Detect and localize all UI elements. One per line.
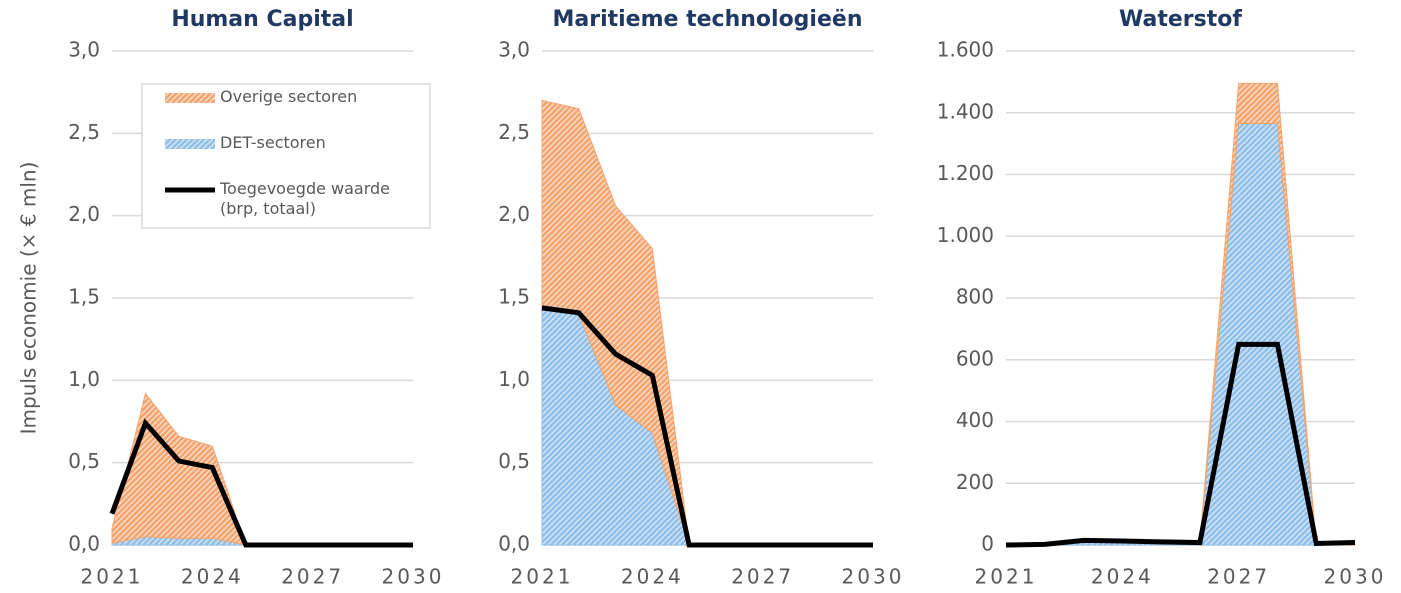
x-tick-label: 2021 xyxy=(81,565,144,589)
y-tick-label: 400 xyxy=(956,408,994,432)
x-tick-label: 2024 xyxy=(1091,565,1154,589)
line xyxy=(541,305,873,548)
legend-label: Overige sectoren xyxy=(220,87,358,106)
legend-label: DET-sectoren xyxy=(220,133,326,152)
y-tick-label: 1,5 xyxy=(498,285,530,309)
legend-item: Toegevoegde waarde (brp, totaal) xyxy=(220,179,391,218)
legend-label: Toegevoegde waarde (brp, totaal) xyxy=(220,179,391,218)
x-tick-label: 2027 xyxy=(1207,565,1270,589)
y-tick-label: 2,5 xyxy=(68,120,100,144)
x-tick-label: 2030 xyxy=(382,565,445,589)
line xyxy=(1005,341,1356,548)
x-tick-label: 2030 xyxy=(1324,565,1387,589)
chart-title: Human Capital xyxy=(171,7,353,32)
legend-item: DET-sectoren xyxy=(220,133,326,152)
y-tick-label: 0,0 xyxy=(68,532,100,556)
y-tick-label: 0,0 xyxy=(498,532,530,556)
area xyxy=(111,392,413,546)
y-tick-label: 0 xyxy=(981,532,994,556)
y-tick-label: 0,5 xyxy=(498,449,530,473)
y-tick-label: 2,0 xyxy=(498,202,530,226)
y-tick-label: 1.400 xyxy=(937,99,994,123)
y-tick-label: 1.000 xyxy=(937,223,994,247)
y-tick-label: 1,0 xyxy=(68,367,100,391)
y-tick-label: 1,0 xyxy=(498,367,530,391)
y-tick-label: 800 xyxy=(956,285,994,309)
x-tick-label: 2024 xyxy=(621,565,684,589)
y-tick-label: 1.600 xyxy=(937,38,994,62)
x-tick-label: 2027 xyxy=(731,565,794,589)
x-tick-label: 2024 xyxy=(181,565,244,589)
x-tick-label: 2021 xyxy=(975,565,1038,589)
legend-swatch xyxy=(165,139,215,149)
x-tick-label: 2021 xyxy=(511,565,574,589)
y-tick-label: 3,0 xyxy=(68,38,100,62)
y-tick-label: 3,0 xyxy=(498,38,530,62)
y-tick-label: 200 xyxy=(956,470,994,494)
y-tick-label: 1,5 xyxy=(68,285,100,309)
y-tick-label: 2,5 xyxy=(498,120,530,144)
y-axis-label: Impuls economie (× € mln) xyxy=(17,162,41,435)
y-tick-label: 1.200 xyxy=(937,161,994,185)
y-tick-label: 2,0 xyxy=(68,202,100,226)
line xyxy=(109,418,413,548)
chart-title: Maritieme technologieën xyxy=(553,7,863,32)
chart-title: Waterstof xyxy=(1119,7,1242,32)
y-tick-label: 0,5 xyxy=(68,449,100,473)
y-tick-label: 600 xyxy=(956,346,994,370)
legend-item: Overige sectoren xyxy=(220,87,358,106)
legend xyxy=(141,83,431,229)
x-tick-label: 2030 xyxy=(842,565,905,589)
legend-swatch xyxy=(165,93,215,103)
x-tick-label: 2027 xyxy=(281,565,344,589)
